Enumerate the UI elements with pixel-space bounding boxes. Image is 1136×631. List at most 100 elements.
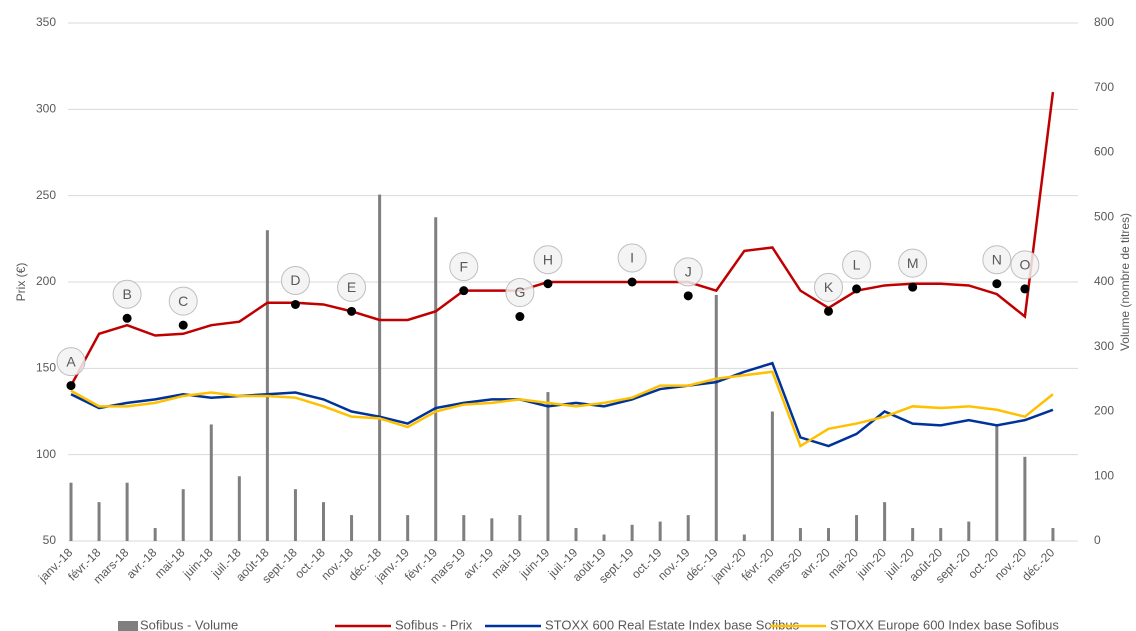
volume-bar <box>967 521 971 541</box>
volume-bar <box>265 230 269 541</box>
volume-bar <box>686 515 690 541</box>
y-tick-label: 250 <box>36 188 56 202</box>
annotation-bubble <box>898 248 928 278</box>
volume-bar <box>69 482 73 541</box>
annotation-dot <box>66 381 76 391</box>
annotation-dot <box>992 279 1002 289</box>
volume-bar <box>602 534 606 541</box>
y2-tick-label: 100 <box>1094 468 1114 482</box>
volume-bar <box>827 528 830 541</box>
annotation-dot <box>824 306 833 316</box>
y-tick-label: 200 <box>36 274 56 288</box>
volume-bar <box>181 489 185 541</box>
volume-bar <box>97 502 101 541</box>
volume-bar <box>855 515 859 541</box>
volume-bar <box>1023 456 1027 541</box>
y2-tick-label: 800 <box>1094 15 1114 29</box>
legend-label: STOXX Europe 600 Index base Sofibus <box>830 617 1059 631</box>
annotation-label: L <box>853 257 861 273</box>
y2-tick-label: 0 <box>1094 533 1101 547</box>
y2-tick-label: 200 <box>1094 404 1114 418</box>
volume-bar <box>911 528 915 541</box>
volume-bar <box>490 518 494 541</box>
annotation-label: J <box>685 264 692 280</box>
annotation-label: A <box>66 353 76 369</box>
y-tick-label: 300 <box>36 102 56 116</box>
y-tick-label: 150 <box>36 361 56 375</box>
annotation-bubble <box>982 245 1012 275</box>
annotation-label: E <box>347 279 356 295</box>
volume-bar <box>630 524 634 541</box>
annotation-label: D <box>290 272 300 288</box>
annotation-bubble <box>337 272 367 302</box>
annotation-bubble <box>168 286 198 316</box>
annotation-label: C <box>178 293 188 309</box>
volume-bar <box>350 515 354 541</box>
annotation-bubble <box>505 278 535 308</box>
volume-bar <box>322 502 325 541</box>
annotation-dot <box>178 320 188 330</box>
price-line <box>69 91 1055 387</box>
y2-tick-label: 400 <box>1094 274 1114 288</box>
x-tick-label: avr.-19 <box>460 545 496 581</box>
annotation-label: O <box>1019 257 1030 273</box>
price-line <box>70 370 1054 448</box>
volume-bar <box>153 528 157 541</box>
annotation-dot <box>908 282 918 292</box>
legend-label: Sofibus - Prix <box>395 617 473 631</box>
annotation-bubble <box>533 245 563 275</box>
annotation-bubble <box>280 265 310 295</box>
annotation-bubble <box>617 243 647 273</box>
volume-bar <box>406 515 410 541</box>
annotation-dot <box>852 284 862 294</box>
volume-bar <box>742 534 746 541</box>
volume-bar <box>462 515 466 541</box>
annotation-bubble <box>449 252 479 282</box>
y-tick-label: 350 <box>36 15 56 29</box>
y2-tick-label: 300 <box>1094 339 1114 353</box>
annotation-label: N <box>992 251 1002 267</box>
annotation-dot <box>515 312 525 322</box>
annotation-dot <box>543 279 553 289</box>
annotation-label: B <box>122 286 131 302</box>
volume-bar <box>714 294 718 541</box>
annotation-bubble <box>112 279 142 309</box>
volume-bar <box>798 528 802 541</box>
x-tick-label: mai-19 <box>488 545 524 581</box>
y-tick-label: 100 <box>36 447 56 461</box>
annotation-bubble <box>673 257 703 287</box>
volume-bar <box>658 521 662 541</box>
volume-bar <box>574 528 578 541</box>
volume-bar <box>1051 528 1055 541</box>
y-axis-title: Prix (€) <box>14 263 28 302</box>
volume-bar <box>995 424 999 541</box>
x-tick-label: mai-18 <box>152 545 188 581</box>
annotation-label: F <box>459 258 468 274</box>
annotation-label: K <box>824 279 834 295</box>
volume-bar <box>209 424 213 541</box>
y-tick-label: 50 <box>43 533 57 547</box>
volume-bar <box>939 528 943 541</box>
annotation-dot <box>1020 284 1030 294</box>
volume-bar <box>883 502 887 541</box>
annotation-dot <box>459 286 469 296</box>
annotation-dot <box>122 313 132 323</box>
annotation-label: M <box>907 255 919 271</box>
annotation-dot <box>627 277 637 287</box>
volume-bar <box>434 217 438 541</box>
volume-bar <box>546 392 550 541</box>
volume-bar <box>237 476 241 541</box>
x-tick-label: juin-19 <box>516 545 552 581</box>
x-tick-label: avr.-18 <box>124 545 160 581</box>
legend-label: STOXX 600 Real Estate Index base Sofibus <box>545 617 800 631</box>
annotation-bubble <box>56 347 86 377</box>
y2-axis-title: Volume (nombre de titres) <box>1118 213 1132 351</box>
legend: Sofibus - Volume Sofibus - Prix STOXX 600 … <box>118 617 1059 631</box>
volume-bar <box>378 194 382 541</box>
annotation-label: H <box>543 251 553 267</box>
volume-bar <box>518 515 522 541</box>
y2-tick-label: 500 <box>1094 209 1114 223</box>
legend-label: Sofibus - Volume <box>140 617 238 631</box>
x-tick-label: janv.-18 <box>35 545 75 585</box>
